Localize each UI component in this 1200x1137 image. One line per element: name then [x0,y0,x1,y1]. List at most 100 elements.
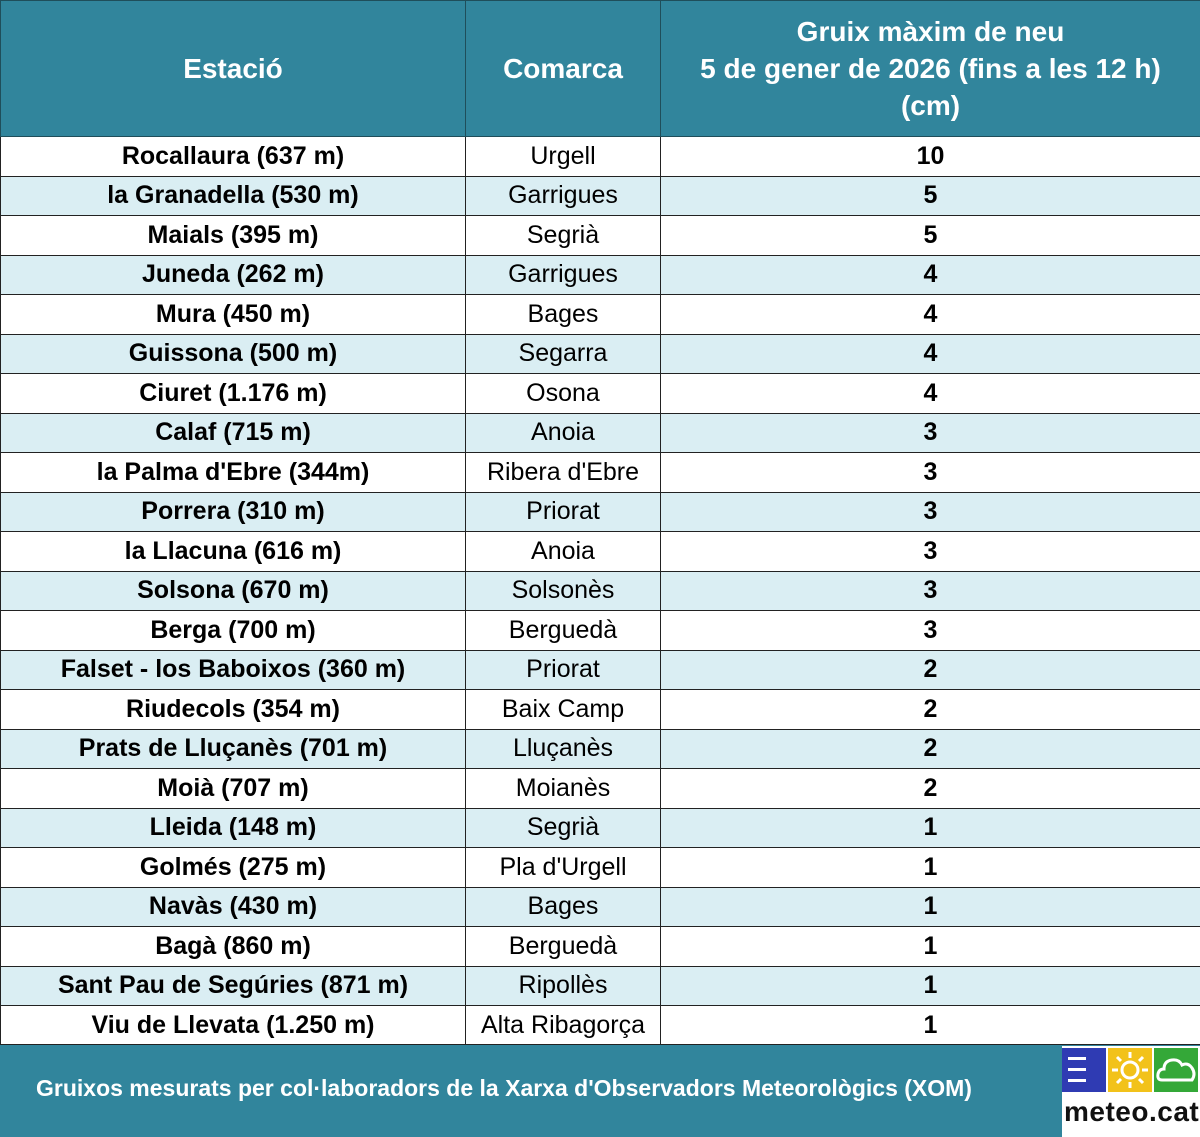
snow-depth-cell: 10 [660,136,1200,177]
county-cell: Moianès [465,768,661,809]
station-cell: Viu de Llevata (1.250 m) [0,1005,466,1046]
table-row: Porrera (310 m) Priorat 3 [0,492,1200,532]
county-cell: Urgell [465,136,661,177]
county-cell: Anoia [465,531,661,572]
county-cell: Bages [465,294,661,335]
table-row: Falset - los Baboixos (360 m) Priorat 2 [0,650,1200,690]
snow-depth-cell: 2 [660,650,1200,690]
header-snow-line1: Gruix màxim de neu [796,16,1065,47]
station-cell: Porrera (310 m) [0,492,466,532]
county-cell: Alta Ribagorça [465,1005,661,1046]
cloud-icon [1154,1048,1198,1092]
station-cell: Juneda (262 m) [0,255,466,295]
table-row: Golmés (275 m) Pla d'Urgell 1 [0,847,1200,888]
county-cell: Segrià [465,808,661,848]
station-cell: la Palma d'Ebre (344m) [0,452,466,493]
menu-icon [1062,1048,1106,1092]
snow-depth-table: Estació Comarca Gruix màxim de neu 5 de … [0,0,1200,1046]
header-snow-line2: 5 de gener de 2026 (fins a les 12 h) [700,53,1161,84]
station-cell: Golmés (275 m) [0,847,466,888]
station-cell: la Llacuna (616 m) [0,531,466,572]
county-cell: Priorat [465,650,661,690]
table-row: Rocallaura (637 m) Urgell 10 [0,136,1200,177]
county-cell: Garrigues [465,255,661,295]
meteocat-logo: meteo.cat [1062,1046,1200,1137]
county-cell: Priorat [465,492,661,532]
station-cell: Berga (700 m) [0,610,466,651]
footer-note: Gruixos mesurats per col·laboradors de l… [36,1075,972,1101]
snow-depth-cell: 3 [660,531,1200,572]
county-cell: Ripollès [465,966,661,1006]
station-cell: Solsona (670 m) [0,571,466,611]
table-row: Navàs (430 m) Bages 1 [0,887,1200,927]
snow-depth-cell: 1 [660,847,1200,888]
header-row: Estació Comarca Gruix màxim de neu 5 de … [0,0,1200,137]
table-row: Solsona (670 m) Solsonès 3 [0,571,1200,611]
station-cell: Moià (707 m) [0,768,466,809]
snow-depth-cell: 2 [660,689,1200,730]
county-cell: Ribera d'Ebre [465,452,661,493]
station-cell: Ciuret (1.176 m) [0,373,466,414]
county-cell: Berguedà [465,926,661,967]
station-cell: Navàs (430 m) [0,887,466,927]
snow-depth-cell: 3 [660,571,1200,611]
snow-depth-cell: 1 [660,966,1200,1006]
snow-depth-cell: 4 [660,373,1200,414]
table-row: Maials (395 m) Segrià 5 [0,215,1200,256]
station-cell: Calaf (715 m) [0,413,466,453]
county-cell: Garrigues [465,176,661,216]
table-row: la Granadella (530 m) Garrigues 5 [0,176,1200,216]
header-snow-depth: Gruix màxim de neu 5 de gener de 2026 (f… [660,0,1200,137]
station-cell: Guissona (500 m) [0,334,466,374]
county-cell: Berguedà [465,610,661,651]
snow-depth-cell: 1 [660,1005,1200,1046]
snow-depth-cell: 3 [660,610,1200,651]
county-cell: Baix Camp [465,689,661,730]
snow-depth-cell: 1 [660,926,1200,967]
station-cell: Bagà (860 m) [0,926,466,967]
snow-depth-cell: 4 [660,334,1200,374]
header-station: Estació [0,0,466,137]
table-row: Juneda (262 m) Garrigues 4 [0,255,1200,295]
snow-depth-cell: 4 [660,255,1200,295]
snow-depth-cell: 2 [660,768,1200,809]
table-row: Sant Pau de Segúries (871 m) Ripollès 1 [0,966,1200,1006]
header-snow-line3: (cm) [900,90,961,121]
station-cell: Prats de Lluçanès (701 m) [0,729,466,769]
snow-depth-cell: 5 [660,215,1200,256]
county-cell: Osona [465,373,661,414]
table-row: la Llacuna (616 m) Anoia 3 [0,531,1200,572]
table-row: Ciuret (1.176 m) Osona 4 [0,373,1200,414]
county-cell: Bages [465,887,661,927]
station-cell: Falset - los Baboixos (360 m) [0,650,466,690]
snow-depth-cell: 2 [660,729,1200,769]
snow-depth-cell: 3 [660,413,1200,453]
table-row: Guissona (500 m) Segarra 4 [0,334,1200,374]
footer-bar: Gruixos mesurats per col·laboradors de l… [0,1044,1200,1137]
snow-depth-cell: 4 [660,294,1200,335]
snow-depth-cell: 5 [660,176,1200,216]
table-row: Viu de Llevata (1.250 m) Alta Ribagorça 1 [0,1005,1200,1046]
county-cell: Pla d'Urgell [465,847,661,888]
station-cell: Sant Pau de Segúries (871 m) [0,966,466,1006]
table-row: Riudecols (354 m) Baix Camp 2 [0,689,1200,730]
station-cell: Rocallaura (637 m) [0,136,466,177]
county-cell: Segarra [465,334,661,374]
logo-text: meteo.cat [1064,1096,1200,1127]
table-row: Lleida (148 m) Segrià 1 [0,808,1200,848]
table-row: Prats de Lluçanès (701 m) Lluçanès 2 [0,729,1200,769]
snow-depth-cell: 3 [660,492,1200,532]
snow-depth-cell: 3 [660,452,1200,493]
snow-depth-cell: 1 [660,887,1200,927]
table-row: la Palma d'Ebre (344m) Ribera d'Ebre 3 [0,452,1200,493]
table-row: Moià (707 m) Moianès 2 [0,768,1200,809]
table-row: Calaf (715 m) Anoia 3 [0,413,1200,453]
county-cell: Segrià [465,215,661,256]
snow-depth-cell: 1 [660,808,1200,848]
station-cell: Lleida (148 m) [0,808,466,848]
table-row: Bagà (860 m) Berguedà 1 [0,926,1200,967]
station-cell: la Granadella (530 m) [0,176,466,216]
header-county: Comarca [465,0,661,137]
county-cell: Lluçanès [465,729,661,769]
